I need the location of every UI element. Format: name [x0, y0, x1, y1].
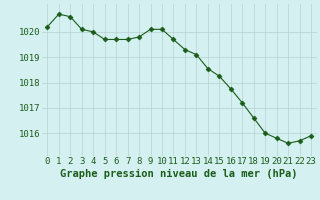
X-axis label: Graphe pression niveau de la mer (hPa): Graphe pression niveau de la mer (hPa): [60, 169, 298, 179]
